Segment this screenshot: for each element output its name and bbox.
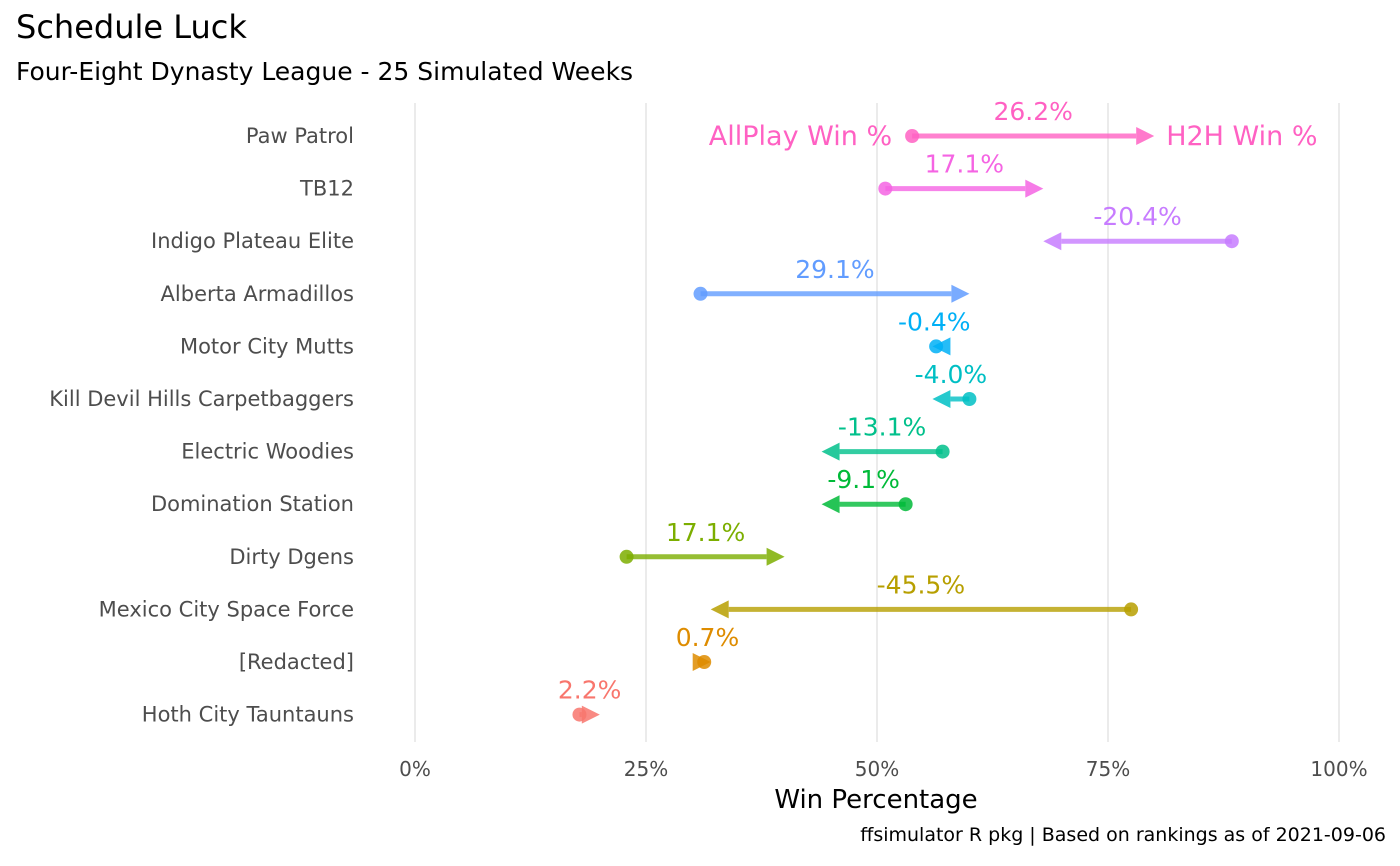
difference-label: 17.1% xyxy=(666,518,745,547)
team-label: Hoth City Tauntauns xyxy=(142,703,354,727)
x-tick-label: 50% xyxy=(855,757,899,781)
team-row: Kill Devil Hills Carpetbaggers -4.0% xyxy=(49,360,987,411)
difference-label: -20.4% xyxy=(1093,202,1181,231)
x-tick-label: 75% xyxy=(1086,757,1130,781)
allplay-point xyxy=(1124,602,1139,617)
arrow-head xyxy=(1025,179,1044,198)
x-axis-label: Win Percentage xyxy=(774,785,977,815)
allplay-annotation: AllPlay Win % xyxy=(709,121,892,152)
difference-label: 2.2% xyxy=(558,676,622,705)
team-label: Dirty Dgens xyxy=(229,545,354,569)
team-label: Paw Patrol xyxy=(246,124,354,148)
difference-label: -45.5% xyxy=(877,570,965,599)
arrow-head xyxy=(821,442,840,461)
allplay-point xyxy=(697,655,712,669)
team-row: Hoth City Tauntauns 2.2% xyxy=(142,676,622,727)
team-row: Electric Woodies -13.1% xyxy=(181,413,950,464)
arrow-head xyxy=(821,495,840,514)
difference-label: -4.0% xyxy=(915,360,988,389)
h2h-annotation: H2H Win % xyxy=(1166,121,1317,152)
team-label: Electric Woodies xyxy=(181,440,354,464)
team-row: Alberta Armadillos 29.1% xyxy=(161,255,970,306)
difference-label: -0.4% xyxy=(898,307,971,336)
chart-subtitle: Four-Eight Dynasty League - 25 Simulated… xyxy=(16,57,634,86)
chart-title: Schedule Luck xyxy=(16,8,247,46)
arrow-head xyxy=(951,284,970,303)
team-row: Mexico City Space Force -45.5% xyxy=(99,570,1139,621)
arrow-head xyxy=(710,600,729,619)
team-label: [Redacted] xyxy=(239,650,354,674)
difference-label: -13.1% xyxy=(838,413,926,442)
team-label: Indigo Plateau Elite xyxy=(151,229,354,253)
allplay-point xyxy=(898,497,913,512)
chart-rows: Paw Patrol 26.2% AllPlay Win % H2H Win % TB1… xyxy=(49,97,1317,727)
allplay-point xyxy=(905,129,920,143)
allplay-point xyxy=(693,286,708,301)
team-row: TB12 17.1% xyxy=(299,150,1044,201)
arrow-head xyxy=(581,705,600,724)
arrow-head xyxy=(1136,127,1155,145)
allplay-point xyxy=(929,339,944,354)
team-row: Motor City Mutts -0.4% xyxy=(180,307,971,358)
team-row: Indigo Plateau Elite -20.4% xyxy=(151,202,1239,253)
x-tick-label: 0% xyxy=(399,757,431,781)
x-tick-label: 25% xyxy=(624,757,668,781)
team-label: Kill Devil Hills Carpetbaggers xyxy=(49,387,354,411)
team-label: Motor City Mutts xyxy=(180,334,354,358)
team-row: Domination Station -9.1% xyxy=(151,465,913,516)
caption: ffsimulator R pkg | Based on rankings as… xyxy=(860,824,1386,846)
team-label: Domination Station xyxy=(151,492,354,516)
team-row: Dirty Dgens 17.1% xyxy=(229,518,785,569)
allplay-point xyxy=(878,181,893,196)
difference-label: 17.1% xyxy=(925,150,1004,179)
difference-label: 0.7% xyxy=(676,623,740,652)
x-axis: 0% 25% 50% 75% 100% xyxy=(399,757,1367,781)
team-row: [Redacted] 0.7% xyxy=(239,623,739,674)
team-label: Mexico City Space Force xyxy=(99,597,354,621)
x-tick-label: 100% xyxy=(1310,757,1367,781)
gridlines xyxy=(414,103,1340,742)
allplay-point xyxy=(962,392,977,406)
arrow-head xyxy=(1043,232,1062,251)
difference-label: -9.1% xyxy=(827,465,900,494)
arrow-head xyxy=(932,390,951,408)
difference-label: 29.1% xyxy=(795,255,874,284)
team-label: Alberta Armadillos xyxy=(161,282,354,306)
allplay-point xyxy=(572,707,587,722)
team-label: TB12 xyxy=(299,177,354,201)
allplay-point xyxy=(619,549,634,564)
difference-label: 26.2% xyxy=(993,97,1072,126)
arrow-head xyxy=(766,547,785,566)
team-row: Paw Patrol 26.2% AllPlay Win % H2H Win % xyxy=(246,97,1318,152)
allplay-point xyxy=(935,444,950,459)
allplay-point xyxy=(1224,234,1239,249)
